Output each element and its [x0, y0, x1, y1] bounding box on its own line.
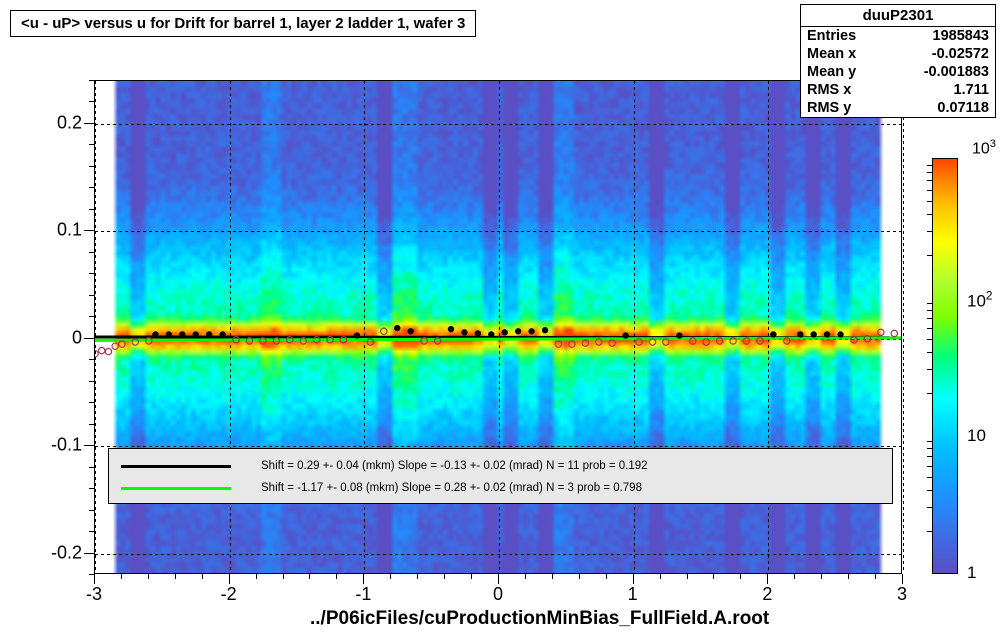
y-tick-label: 0.2 [57, 112, 82, 133]
y-axis: -0.2 -0.1 0 0.1 0.2 [0, 80, 94, 574]
y-tick-label: -0.1 [51, 435, 82, 456]
stats-row: RMS x1.711 [801, 81, 995, 99]
y-tick-label: 0 [72, 327, 82, 348]
legend-row: Shift = -1.17 +- 0.08 (mkm) Slope = 0.28… [121, 477, 880, 499]
colorbar: 110102 [932, 158, 958, 574]
x-tick-label: 1 [628, 584, 638, 605]
legend-text: Shift = -1.17 +- 0.08 (mkm) Slope = 0.28… [261, 482, 642, 494]
legend-line [121, 487, 231, 490]
stats-row: Mean y-0.001883 [801, 63, 995, 81]
stats-box: duuP2301 Entries1985843Mean x-0.02572Mea… [800, 4, 996, 118]
x-tick-label: 3 [897, 584, 907, 605]
file-path-label: ../P06icFiles/cuProductionMinBias_FullFi… [310, 608, 769, 630]
colorbar-top-label: 103 [972, 138, 996, 158]
colorbar-tick-label: 102 [967, 288, 993, 311]
stats-row: RMS y0.07118 [801, 99, 995, 117]
legend-line [121, 465, 231, 468]
colorbar-gradient [933, 159, 957, 573]
fit-legend: Shift = 0.29 +- 0.04 (mkm) Slope = -0.13… [108, 448, 893, 504]
colorbar-tick-label: 10 [967, 426, 986, 446]
plot-title: <u - uP> versus u for Drift for barrel 1… [10, 10, 476, 37]
y-tick-label: 0.1 [57, 220, 82, 241]
stats-title: duuP2301 [801, 5, 995, 27]
colorbar-tick-label: 1 [967, 563, 976, 583]
legend-row: Shift = 0.29 +- 0.04 (mkm) Slope = -0.13… [121, 455, 880, 477]
stats-row: Entries1985843 [801, 27, 995, 45]
x-tick-label: 2 [762, 584, 772, 605]
x-tick-label: -3 [86, 584, 102, 605]
legend-text: Shift = 0.29 +- 0.04 (mkm) Slope = -0.13… [261, 460, 648, 472]
stats-row: Mean x-0.02572 [801, 45, 995, 63]
x-tick-label: -2 [221, 584, 237, 605]
x-tick-label: -1 [355, 584, 371, 605]
y-tick-label: -0.2 [51, 542, 82, 563]
x-tick-label: 0 [493, 584, 503, 605]
